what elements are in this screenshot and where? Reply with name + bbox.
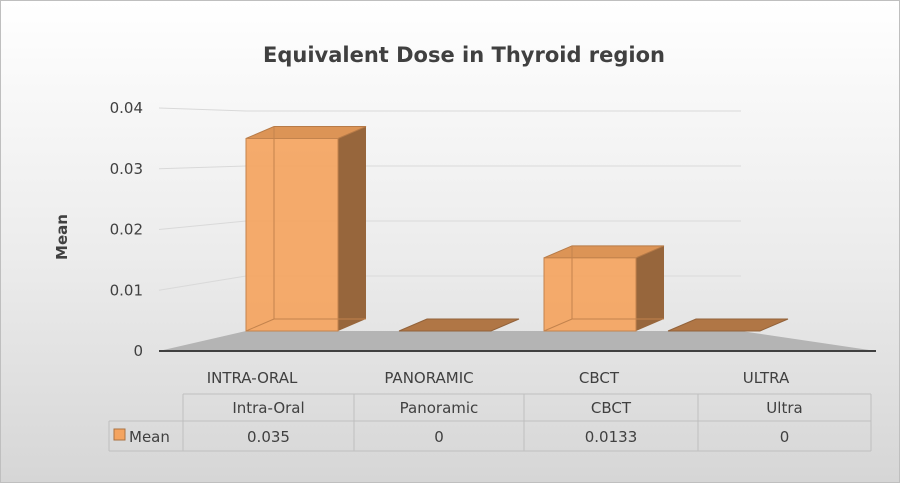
table-header-cell: CBCT bbox=[591, 399, 632, 417]
bar-top bbox=[667, 318, 789, 332]
y-tick-label: 0.02 bbox=[110, 221, 143, 239]
y-tick-labels: 0 0.01 0.02 0.03 0.04 bbox=[110, 99, 143, 360]
x-category-label: PANORAMIC bbox=[384, 369, 473, 387]
gridline-side bbox=[158, 107, 247, 112]
bar bbox=[543, 245, 665, 332]
table-header-cell: Ultra bbox=[766, 399, 802, 417]
x-category-label: CBCT bbox=[579, 369, 620, 387]
chart-floor bbox=[159, 331, 876, 352]
data-table: Intra-Oral Panoramic CBCT Ultra Mean 0.035 0 0.… bbox=[108, 393, 872, 452]
bar-edge bbox=[245, 318, 275, 332]
y-tick-label: 0 bbox=[133, 342, 143, 360]
gridline-side bbox=[158, 165, 247, 170]
x-category-label: ULTRA bbox=[743, 369, 790, 387]
y-tick-label: 0.04 bbox=[110, 99, 143, 117]
category-labels: INTRA-ORAL PANORAMIC CBCT ULTRA bbox=[207, 369, 790, 387]
table-value-cell: 0.0133 bbox=[585, 428, 638, 446]
table-value-cell: 0 bbox=[434, 428, 444, 446]
bar-side bbox=[338, 126, 366, 331]
table-value-cell: 0 bbox=[780, 428, 790, 446]
gridline-side bbox=[158, 275, 247, 291]
table-value-cell: 0.035 bbox=[247, 428, 290, 446]
bars bbox=[245, 126, 789, 332]
bar bbox=[398, 318, 520, 332]
table-header-cell: Panoramic bbox=[400, 399, 479, 417]
chart-title: Equivalent Dose in Thyroid region bbox=[263, 43, 665, 67]
legend-label: Mean bbox=[129, 428, 170, 446]
bar-front bbox=[245, 138, 339, 332]
bar-top bbox=[398, 318, 520, 332]
table-header-cell: Intra-Oral bbox=[232, 399, 304, 417]
bar-front bbox=[543, 257, 637, 332]
y-tick-label: 0.03 bbox=[110, 160, 143, 178]
legend-swatch bbox=[113, 428, 126, 441]
bar-side bbox=[636, 245, 664, 331]
bar-edge bbox=[543, 318, 573, 332]
y-tick-label: 0.01 bbox=[110, 281, 143, 299]
x-category-label: INTRA-ORAL bbox=[207, 369, 298, 387]
gridline-side bbox=[158, 220, 247, 230]
y-axis-label: Mean bbox=[53, 214, 71, 260]
chart-floor-plane bbox=[159, 331, 876, 351]
bar bbox=[667, 318, 789, 332]
bar bbox=[245, 126, 367, 332]
